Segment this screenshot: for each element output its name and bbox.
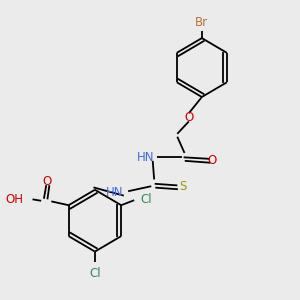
Text: Cl: Cl (89, 267, 101, 280)
Text: HN: HN (106, 186, 124, 199)
Text: HN: HN (137, 151, 154, 164)
Text: O: O (184, 111, 194, 124)
Text: O: O (207, 154, 217, 167)
Text: OH: OH (6, 193, 24, 206)
Text: S: S (179, 180, 187, 193)
Text: Cl: Cl (140, 193, 152, 206)
Text: O: O (42, 175, 52, 188)
Text: Br: Br (195, 16, 208, 29)
